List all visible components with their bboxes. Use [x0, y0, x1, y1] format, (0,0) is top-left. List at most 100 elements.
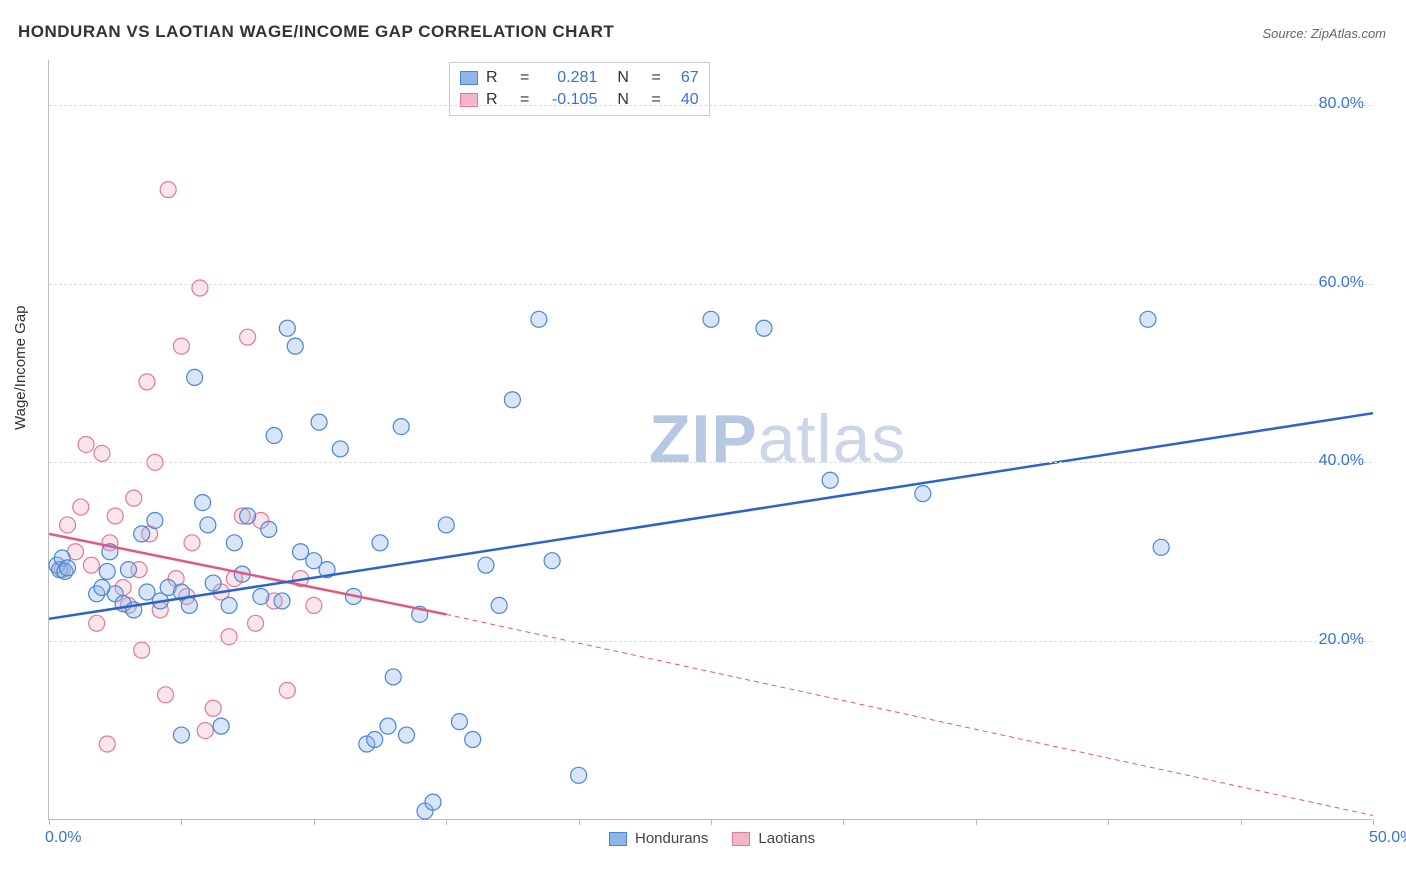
- scatter-point-hondurans: [226, 535, 242, 551]
- legend-label-hondurans: Hondurans: [635, 830, 708, 847]
- scatter-point-laotians: [83, 557, 99, 573]
- stats-row-hondurans: R = 0.281 N = 67: [460, 67, 699, 89]
- x-tick-label: 0.0%: [45, 829, 81, 847]
- y-tick-label: 20.0%: [1319, 631, 1364, 649]
- legend-item-laotians: Laotians: [732, 830, 815, 847]
- scatter-point-hondurans: [451, 714, 467, 730]
- legend-swatch-hondurans: [609, 832, 627, 846]
- scatter-point-laotians: [279, 682, 295, 698]
- scatter-point-hondurans: [134, 526, 150, 542]
- scatter-point-hondurans: [915, 486, 931, 502]
- stat-eq: =: [520, 91, 529, 109]
- scatter-point-hondurans: [756, 320, 772, 336]
- scatter-point-laotians: [160, 182, 176, 198]
- scatter-point-hondurans: [491, 597, 507, 613]
- scatter-point-laotians: [158, 687, 174, 703]
- scatter-point-hondurans: [253, 588, 269, 604]
- scatter-chart-svg: [49, 60, 1372, 819]
- plot-area: ZIPatlas R = 0.281 N = 67 R = -0.105 N =…: [48, 60, 1372, 820]
- trend-line-dash-laotians: [446, 614, 1373, 815]
- scatter-point-hondurans: [221, 597, 237, 613]
- chart-title: HONDURAN VS LAOTIAN WAGE/INCOME GAP CORR…: [18, 22, 614, 42]
- scatter-point-laotians: [197, 723, 213, 739]
- scatter-point-hondurans: [438, 517, 454, 533]
- stat-r-label: R: [486, 91, 512, 109]
- scatter-point-laotians: [240, 329, 256, 345]
- scatter-point-laotians: [134, 642, 150, 658]
- scatter-point-laotians: [126, 490, 142, 506]
- scatter-point-hondurans: [187, 369, 203, 385]
- x-tick-label: 50.0%: [1369, 829, 1406, 847]
- scatter-point-laotians: [99, 736, 115, 752]
- scatter-point-hondurans: [173, 727, 189, 743]
- scatter-point-hondurans: [311, 414, 327, 430]
- scatter-point-hondurans: [213, 718, 229, 734]
- scatter-point-hondurans: [372, 535, 388, 551]
- scatter-point-hondurans: [571, 767, 587, 783]
- scatter-point-laotians: [73, 499, 89, 515]
- scatter-point-hondurans: [385, 669, 401, 685]
- scatter-point-laotians: [107, 508, 123, 524]
- scatter-point-hondurans: [266, 428, 282, 444]
- correlation-stats-box: R = 0.281 N = 67 R = -0.105 N = 40: [449, 62, 710, 116]
- scatter-point-laotians: [139, 374, 155, 390]
- scatter-point-hondurans: [99, 563, 115, 579]
- source-attribution: Source: ZipAtlas.com: [1262, 26, 1386, 41]
- stat-n-label: N: [617, 69, 643, 87]
- scatter-point-hondurans: [60, 560, 76, 576]
- y-tick-label: 60.0%: [1319, 274, 1364, 292]
- scatter-point-hondurans: [425, 794, 441, 810]
- scatter-point-hondurans: [240, 508, 256, 524]
- stat-n-label: N: [617, 91, 643, 109]
- scatter-point-hondurans: [1140, 311, 1156, 327]
- scatter-point-hondurans: [1153, 539, 1169, 555]
- scatter-point-laotians: [205, 700, 221, 716]
- legend-label-laotians: Laotians: [758, 830, 815, 847]
- stat-eq: =: [651, 91, 660, 109]
- scatter-point-hondurans: [380, 718, 396, 734]
- stat-r-hondurans: 0.281: [537, 69, 597, 87]
- scatter-point-hondurans: [544, 553, 560, 569]
- scatter-point-hondurans: [205, 575, 221, 591]
- stat-n-laotians: 40: [669, 91, 699, 109]
- scatter-point-laotians: [306, 597, 322, 613]
- scatter-point-hondurans: [200, 517, 216, 533]
- scatter-point-laotians: [60, 517, 76, 533]
- swatch-hondurans: [460, 71, 478, 85]
- y-tick-label: 40.0%: [1319, 452, 1364, 470]
- scatter-point-laotians: [192, 280, 208, 296]
- y-axis-label: Wage/Income Gap: [12, 305, 29, 430]
- scatter-point-hondurans: [261, 521, 277, 537]
- stat-r-label: R: [486, 69, 512, 87]
- scatter-point-hondurans: [287, 338, 303, 354]
- legend-item-hondurans: Hondurans: [609, 830, 708, 847]
- scatter-point-hondurans: [332, 441, 348, 457]
- stat-n-hondurans: 67: [669, 69, 699, 87]
- scatter-point-hondurans: [465, 732, 481, 748]
- scatter-point-hondurans: [478, 557, 494, 573]
- scatter-point-laotians: [248, 615, 264, 631]
- scatter-point-hondurans: [822, 472, 838, 488]
- scatter-point-hondurans: [398, 727, 414, 743]
- scatter-point-hondurans: [531, 311, 547, 327]
- stats-row-laotians: R = -0.105 N = 40: [460, 89, 699, 111]
- y-tick-label: 80.0%: [1319, 95, 1364, 113]
- stat-eq: =: [520, 69, 529, 87]
- stat-eq: =: [651, 69, 660, 87]
- scatter-point-hondurans: [504, 392, 520, 408]
- scatter-point-laotians: [94, 445, 110, 461]
- scatter-point-hondurans: [274, 593, 290, 609]
- scatter-point-hondurans: [703, 311, 719, 327]
- stat-r-laotians: -0.105: [537, 91, 597, 109]
- scatter-point-hondurans: [195, 495, 211, 511]
- scatter-point-laotians: [78, 436, 94, 452]
- scatter-point-hondurans: [393, 419, 409, 435]
- legend-swatch-laotians: [732, 832, 750, 846]
- scatter-point-laotians: [89, 615, 105, 631]
- scatter-point-laotians: [173, 338, 189, 354]
- scatter-point-hondurans: [367, 732, 383, 748]
- scatter-point-hondurans: [120, 562, 136, 578]
- bottom-legend: Hondurans Laotians: [609, 830, 815, 847]
- scatter-point-hondurans: [147, 512, 163, 528]
- scatter-point-hondurans: [181, 597, 197, 613]
